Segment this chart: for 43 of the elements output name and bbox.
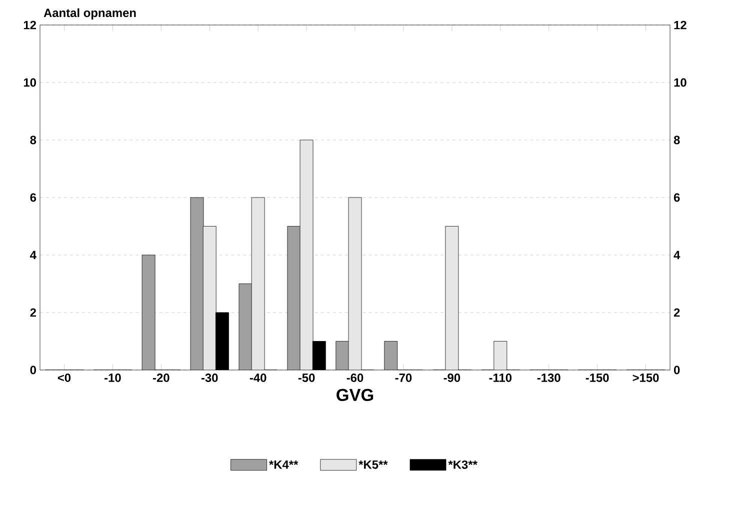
- y-tick-label: 8: [30, 136, 36, 144]
- x-tick-label: -10: [104, 374, 121, 382]
- x-tick-label: -70: [395, 374, 412, 382]
- bar: [445, 226, 458, 370]
- y-tick-label: 10: [24, 78, 36, 87]
- x-tick-label: -110: [489, 374, 512, 382]
- y-tick-label: 12: [24, 20, 36, 30]
- y-tick-label: 4: [30, 250, 36, 260]
- y-axis-title: Aantal opnamen: [44, 8, 136, 20]
- legend-label: *K3**: [448, 460, 478, 469]
- x-tick-label: <0: [58, 374, 71, 382]
- y-tick-label: 2: [30, 308, 36, 317]
- x-tick-label: -130: [537, 374, 560, 382]
- x-tick-label: -30: [201, 374, 218, 382]
- x-tick-label: >150: [632, 374, 659, 382]
- y-tick-label: 6: [30, 193, 36, 202]
- x-tick-label: -90: [444, 374, 460, 382]
- bar: [336, 341, 349, 370]
- bar: [384, 341, 398, 370]
- bar: [238, 284, 252, 370]
- y2-tick-label: 10: [674, 78, 686, 87]
- bar: [348, 198, 362, 370]
- y2-tick-label: 0: [674, 366, 680, 374]
- y2-tick-label: 8: [674, 136, 680, 144]
- y2-tick-label: 6: [674, 193, 680, 202]
- bar: [203, 226, 216, 370]
- bar: [190, 198, 204, 370]
- y-tick-label: 0: [30, 366, 36, 374]
- x-tick-label: -20: [152, 374, 170, 382]
- x-tick-label: -60: [346, 374, 364, 382]
- bar: [252, 198, 265, 370]
- y2-tick-label: 4: [674, 250, 680, 260]
- x-tick-label: -40: [250, 374, 266, 382]
- y2-tick-label: 12: [674, 20, 686, 30]
- legend-label: *K5**: [358, 460, 388, 469]
- bar: [300, 140, 314, 370]
- x-tick-label: -150: [586, 374, 609, 382]
- x-tick-label: -50: [298, 374, 315, 382]
- x-axis-title: GVG: [336, 388, 374, 402]
- bar: [494, 341, 507, 370]
- y2-tick-label: 2: [674, 308, 680, 317]
- bar: [142, 255, 156, 370]
- legend-label: *K4**: [268, 460, 298, 469]
